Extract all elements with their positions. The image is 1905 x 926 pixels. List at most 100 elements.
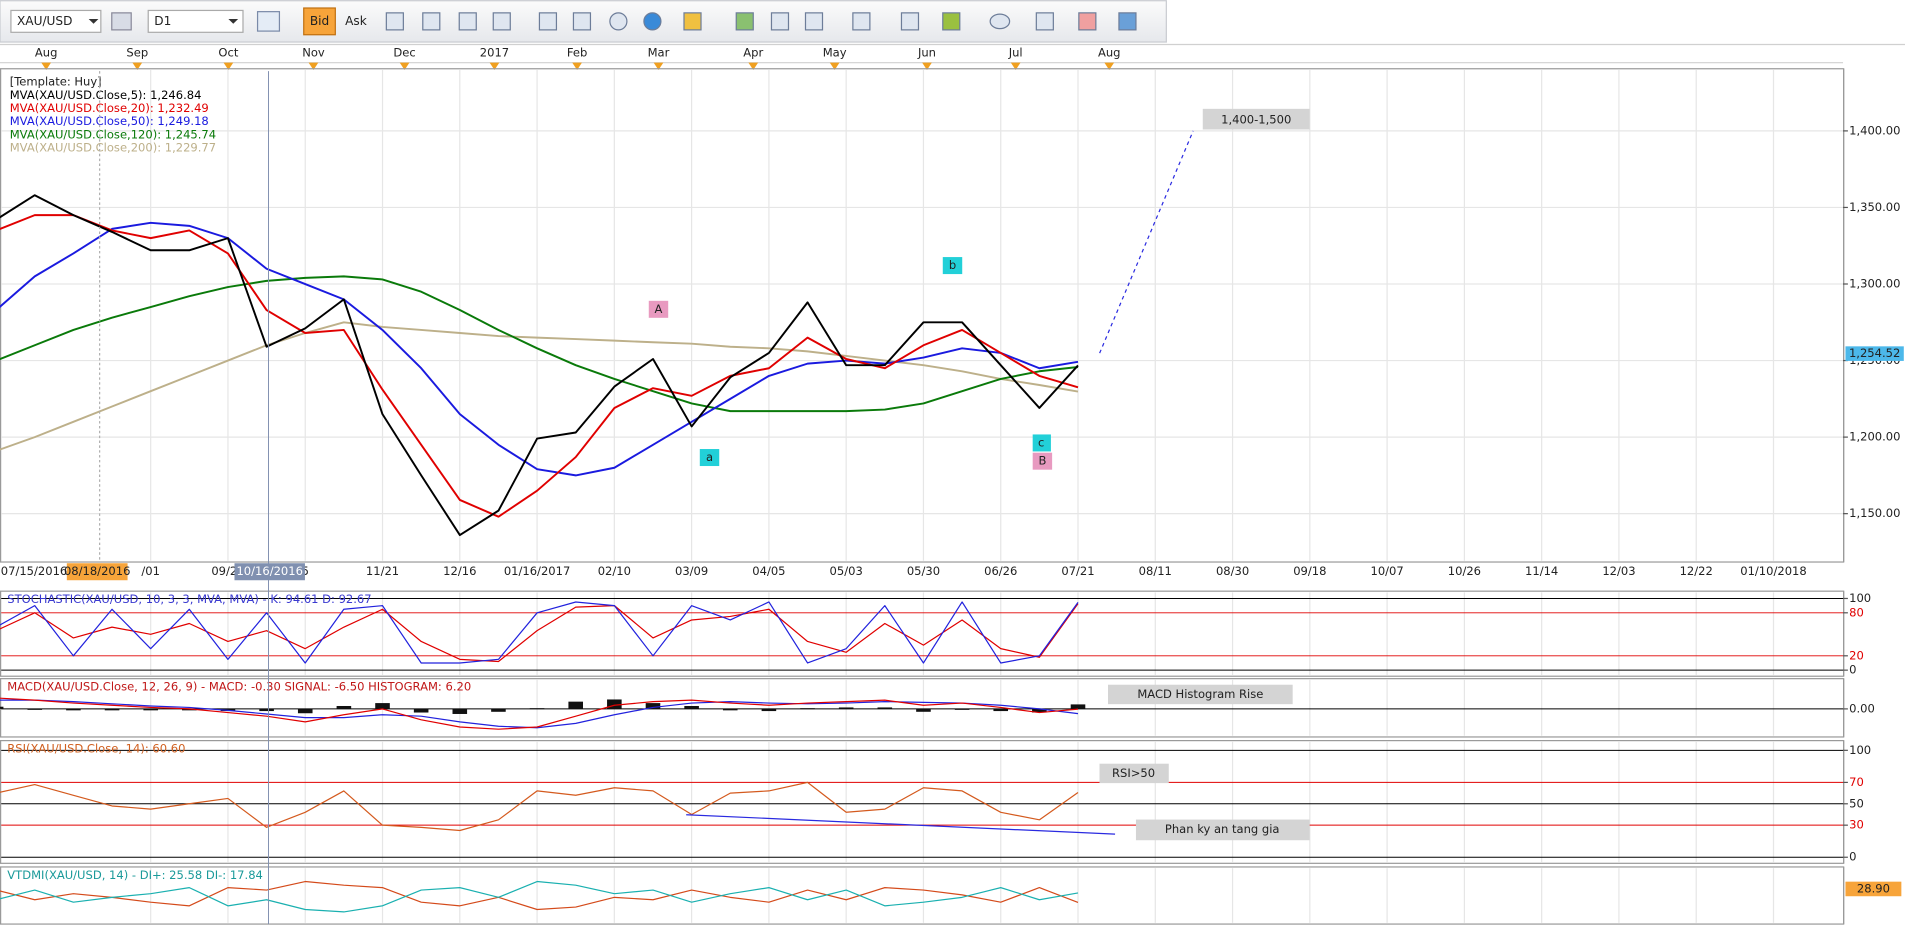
y-tick-label: 20 bbox=[1849, 648, 1864, 662]
plots: Aug Sep Oct Nov Dec 2017 Feb Mar Apr May Jun Jul Aug… bbox=[0, 45, 1904, 925]
annotation-box bbox=[1135, 819, 1310, 841]
x-tick-label: 12/03 bbox=[1602, 564, 1635, 578]
histogram-bar bbox=[568, 701, 583, 709]
histogram-bar bbox=[413, 708, 429, 713]
icon[interactable] bbox=[900, 12, 920, 31]
x-tick-label: /01 bbox=[141, 564, 160, 578]
x-tick-label: 10/26 bbox=[1448, 564, 1481, 578]
month-label: Nov bbox=[302, 45, 325, 59]
wave-label-box bbox=[1032, 434, 1051, 452]
icon[interactable] bbox=[572, 12, 592, 31]
y-tick-label: 1,350.00 bbox=[1849, 200, 1900, 214]
crosshair-date-box bbox=[66, 563, 128, 581]
month-label: Apr bbox=[743, 45, 763, 59]
icon[interactable] bbox=[492, 12, 511, 31]
event-marker bbox=[653, 62, 664, 70]
series-line bbox=[0, 214, 1079, 518]
toolbar: XAU/USD D1 Bid Ask bbox=[0, 0, 1167, 43]
x-tick-label: 12/16 bbox=[443, 564, 476, 578]
y-tick-label: 1,150.00 bbox=[1849, 506, 1900, 520]
x-tick-label: 10/07 bbox=[1370, 564, 1403, 578]
series-line bbox=[0, 601, 1079, 664]
icon[interactable] bbox=[422, 12, 441, 31]
y-tick-label: 50 bbox=[1849, 796, 1864, 810]
panel-title: RSI(XAU/USD.Close, 14): 60.60 bbox=[7, 742, 185, 756]
icon[interactable] bbox=[683, 12, 702, 31]
event-marker bbox=[829, 62, 840, 70]
y-tick-label: 1,200.00 bbox=[1849, 430, 1900, 444]
icon[interactable] bbox=[770, 12, 790, 31]
x-tick-label: 08/11 bbox=[1139, 564, 1172, 578]
histogram-bar bbox=[491, 708, 506, 712]
y-tick-label: 0 bbox=[1849, 850, 1856, 864]
icon[interactable] bbox=[735, 12, 754, 31]
dropdown-arrow bbox=[228, 18, 239, 24]
wave-label-box bbox=[648, 300, 669, 318]
histogram-bar bbox=[1070, 704, 1086, 709]
event-marker bbox=[1010, 62, 1021, 70]
icon[interactable] bbox=[643, 12, 662, 31]
histogram-bar bbox=[800, 708, 815, 710]
icon[interactable] bbox=[458, 12, 477, 31]
icon[interactable] bbox=[1035, 12, 1054, 31]
series-line bbox=[0, 781, 1079, 832]
x-tick-label: 02/10 bbox=[598, 564, 631, 578]
icon[interactable] bbox=[804, 12, 824, 31]
x-tick-label: 07/15/2016 bbox=[1, 564, 67, 578]
legend-entry: MVA(XAU/USD.Close,5): 1,246.84 bbox=[10, 88, 202, 102]
event-marker bbox=[132, 62, 143, 70]
icon[interactable] bbox=[852, 12, 871, 31]
x-tick-label: 01/10/2018 bbox=[1740, 564, 1806, 578]
icon[interactable] bbox=[1118, 12, 1137, 31]
tick-box bbox=[1845, 881, 1902, 897]
last-price-box bbox=[1845, 346, 1904, 361]
ask-button[interactable]: Ask bbox=[345, 14, 367, 28]
histogram-bar bbox=[336, 705, 352, 709]
panel-title: VTDMI(XAU/USD, 14) - DI+: 25.58 DI-: 17.… bbox=[7, 868, 263, 882]
x-tick-label: 05/03 bbox=[830, 564, 863, 578]
month-label: Dec bbox=[393, 45, 415, 59]
month-label: May bbox=[823, 45, 847, 59]
icon[interactable] bbox=[385, 12, 404, 31]
x-tick-label: 5 bbox=[302, 564, 309, 578]
y-tick-label: 100 bbox=[1849, 591, 1871, 605]
x-tick-label: 06/26 bbox=[984, 564, 1017, 578]
histogram-bar bbox=[684, 705, 699, 709]
icon[interactable] bbox=[256, 11, 281, 32]
histogram-bar bbox=[259, 708, 274, 712]
x-tick-label: 04/05 bbox=[752, 564, 785, 578]
timeframe-select[interactable] bbox=[147, 9, 244, 33]
annotation-box bbox=[1099, 763, 1169, 784]
wave-label: c bbox=[1038, 435, 1044, 449]
event-marker bbox=[748, 62, 759, 70]
histogram-bar bbox=[877, 707, 893, 709]
month-label: Aug bbox=[35, 45, 58, 59]
histogram-bar bbox=[27, 708, 43, 710]
icon[interactable] bbox=[942, 12, 961, 31]
bid-text: Bid bbox=[310, 14, 329, 28]
histogram-bar bbox=[1032, 708, 1047, 713]
icon[interactable] bbox=[989, 13, 1011, 30]
event-marker bbox=[1104, 62, 1115, 70]
month-label: Jun bbox=[917, 45, 936, 59]
histogram-bar bbox=[993, 708, 1009, 712]
symbol-select[interactable] bbox=[10, 9, 102, 33]
dropdown-arrow bbox=[88, 18, 99, 24]
histogram-bar bbox=[838, 707, 854, 709]
event-marker bbox=[572, 62, 582, 70]
histogram-bar bbox=[143, 708, 158, 711]
wave-label-box bbox=[942, 257, 963, 275]
icon[interactable] bbox=[609, 12, 628, 31]
series-line bbox=[0, 275, 1079, 413]
icon[interactable] bbox=[111, 12, 132, 31]
crosshair-date: 10/16/2016 bbox=[236, 564, 302, 578]
y-tick-label: 0 bbox=[1849, 663, 1856, 677]
legend-entry: MVA(XAU/USD.Close,50): 1,249.18 bbox=[10, 114, 209, 128]
y-tick-label: 0.00 bbox=[1849, 701, 1875, 715]
bid-button[interactable] bbox=[303, 7, 336, 36]
icon[interactable] bbox=[538, 12, 558, 31]
histogram-bar bbox=[529, 708, 545, 710]
wave-label: A bbox=[655, 302, 663, 316]
icon[interactable] bbox=[1078, 12, 1097, 31]
annotation: Phan ky an tang gia bbox=[1165, 822, 1280, 836]
